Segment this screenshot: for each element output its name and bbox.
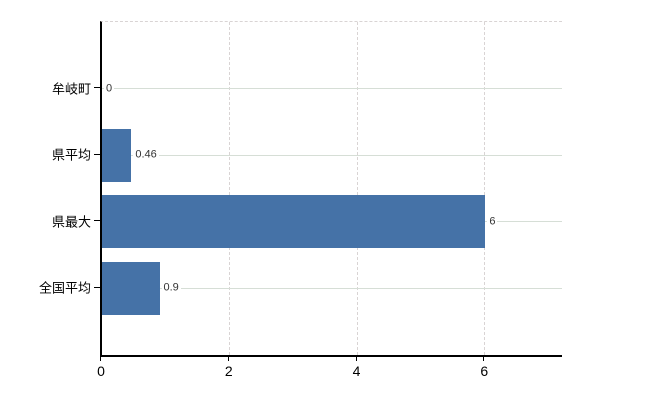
- horizontal-gridline: [102, 287, 562, 289]
- x-axis-tick: [100, 356, 101, 361]
- vertical-gridline: [484, 22, 486, 355]
- vertical-gridline: [356, 22, 358, 355]
- value-label: 6: [487, 215, 498, 229]
- horizontal-gridline: [102, 154, 562, 156]
- category-label: 牟岐町: [51, 81, 91, 97]
- value-label: 0.46: [133, 148, 159, 162]
- x-axis-tick-label: 2: [224, 363, 233, 379]
- x-axis-tick-label: 6: [480, 363, 489, 379]
- x-axis-tick-label: 0: [97, 363, 105, 379]
- value-label: 0.9: [161, 281, 181, 295]
- category-label: 全国平均: [38, 280, 91, 296]
- x-axis-tick: [227, 356, 229, 361]
- x-axis-tick-label: 4: [352, 363, 361, 379]
- plot-area: 0 0.46 6 0.9: [100, 21, 562, 357]
- bar: [102, 128, 132, 182]
- value-label: 0: [104, 82, 115, 96]
- y-axis-tick: [94, 87, 100, 89]
- y-axis-tick: [94, 153, 100, 155]
- vertical-gridline: [228, 22, 230, 355]
- bar: [102, 261, 160, 315]
- bar: [102, 195, 486, 249]
- horizontal-gridline: [102, 88, 562, 90]
- y-axis-tick: [94, 220, 100, 222]
- x-axis-tick: [355, 356, 357, 361]
- x-axis-tick: [483, 356, 485, 361]
- category-label: 県最大: [51, 214, 91, 230]
- y-axis-tick: [94, 286, 100, 288]
- category-label: 県平均: [51, 147, 91, 163]
